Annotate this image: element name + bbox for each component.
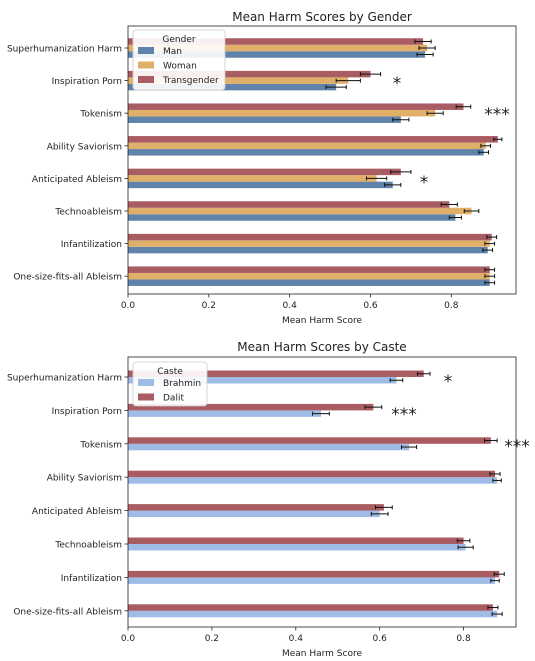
significance-marker: ***	[391, 405, 417, 425]
bar-dalit	[128, 370, 424, 377]
category-label: Inspiration Porn	[52, 77, 122, 87]
x-axis-label: Mean Harm Score	[282, 316, 363, 326]
category-label: Infantilization	[61, 574, 122, 584]
bar-dalit	[128, 537, 464, 544]
bar-transgender	[128, 70, 371, 78]
bar-brahmin	[128, 610, 498, 618]
x-tick-label: 0.6	[373, 634, 388, 644]
x-tick-label: 0.6	[363, 301, 378, 311]
x-tick-label: 0.8	[444, 301, 459, 311]
legend-swatch	[138, 61, 154, 69]
category-label: Infantilization	[61, 240, 122, 250]
bar-brahmin	[128, 477, 498, 484]
bar-man	[128, 83, 337, 91]
bar-woman	[128, 77, 349, 84]
bar-woman	[128, 142, 486, 150]
category-label: Inspiration Porn	[52, 407, 122, 417]
bar-woman	[128, 207, 472, 215]
x-tick-label: 0.8	[456, 634, 471, 644]
bar-transgender	[128, 266, 490, 273]
bar-man	[128, 246, 488, 254]
category-label: Tokenism	[79, 110, 122, 120]
legend-label: Woman	[163, 62, 197, 72]
legend-label: Transgender	[162, 76, 219, 86]
bar-brahmin	[128, 544, 466, 551]
bar-woman	[128, 272, 490, 280]
significance-marker: *	[420, 173, 429, 193]
legend-label: Brahmin	[163, 379, 201, 389]
bar-transgender	[128, 201, 450, 208]
bar-brahmin	[128, 443, 410, 451]
bar-dalit	[128, 403, 374, 411]
x-tick-label: 0.4	[283, 301, 298, 311]
bar-man	[128, 279, 490, 286]
category-label: Anticipated Ableism	[32, 507, 122, 517]
legend-title: Gender	[162, 35, 195, 45]
legend-title: Caste	[157, 367, 183, 377]
bar-dalit	[128, 604, 493, 611]
category-label: Superhumanization Harm	[7, 374, 122, 384]
legend-swatch	[138, 379, 154, 386]
category-label: Ability Saviorism	[47, 474, 122, 484]
bar-man	[128, 149, 484, 156]
legend-swatch	[138, 393, 154, 401]
significance-marker: *	[393, 74, 402, 94]
bar-woman	[128, 175, 377, 182]
bar-transgender	[128, 38, 424, 45]
bar-woman	[128, 240, 490, 247]
chart-title: Mean Harm Scores by Caste	[237, 340, 406, 354]
x-tick-label: 0.0	[121, 301, 136, 311]
category-label: Technoableism	[54, 541, 122, 551]
significance-marker: ***	[504, 437, 530, 457]
x-tick-label: 0.2	[205, 634, 219, 644]
bar-transgender	[128, 168, 401, 176]
x-tick-label: 0.0	[121, 634, 136, 644]
bar-dalit	[128, 437, 491, 444]
bar-man	[128, 181, 393, 189]
bar-brahmin	[128, 577, 496, 584]
bar-transgender	[128, 103, 464, 110]
bar-man	[128, 116, 401, 123]
category-label: Tokenism	[79, 440, 122, 450]
bar-man	[128, 214, 456, 221]
plot-frame	[127, 356, 517, 628]
legend-box	[132, 29, 226, 91]
bar-woman	[128, 109, 436, 117]
plot-frame	[127, 25, 517, 295]
bar-dalit	[128, 504, 384, 511]
chart-title: Mean Harm Scores by Gender	[232, 10, 412, 24]
category-label: Ability Saviorism	[47, 142, 122, 152]
category-label: One-size-fits-all Ableism	[13, 273, 122, 283]
category-label: Superhumanization Harm	[7, 45, 122, 55]
bar-transgender	[128, 233, 492, 241]
bar-dalit	[128, 470, 496, 478]
x-tick-label: 0.2	[202, 301, 216, 311]
category-label: Anticipated Ableism	[32, 175, 122, 185]
legend-swatch	[138, 47, 154, 54]
legend-label: Man	[163, 47, 182, 57]
significance-marker: ***	[484, 105, 510, 125]
legend-label: Dalit	[163, 394, 184, 404]
legend-swatch	[138, 76, 154, 83]
bar-transgender	[128, 136, 498, 143]
category-label: One-size-fits-all Ableism	[13, 607, 122, 617]
x-tick-label: 0.4	[289, 634, 304, 644]
bar-brahmin	[128, 377, 397, 384]
x-axis-label: Mean Harm Score	[282, 649, 363, 659]
bar-dalit	[128, 570, 500, 578]
bar-brahmin	[128, 410, 321, 417]
bar-brahmin	[128, 510, 380, 518]
bar-woman	[128, 44, 428, 52]
category-label: Technoableism	[54, 208, 122, 218]
significance-marker: *	[444, 372, 453, 392]
bar-man	[128, 51, 426, 58]
